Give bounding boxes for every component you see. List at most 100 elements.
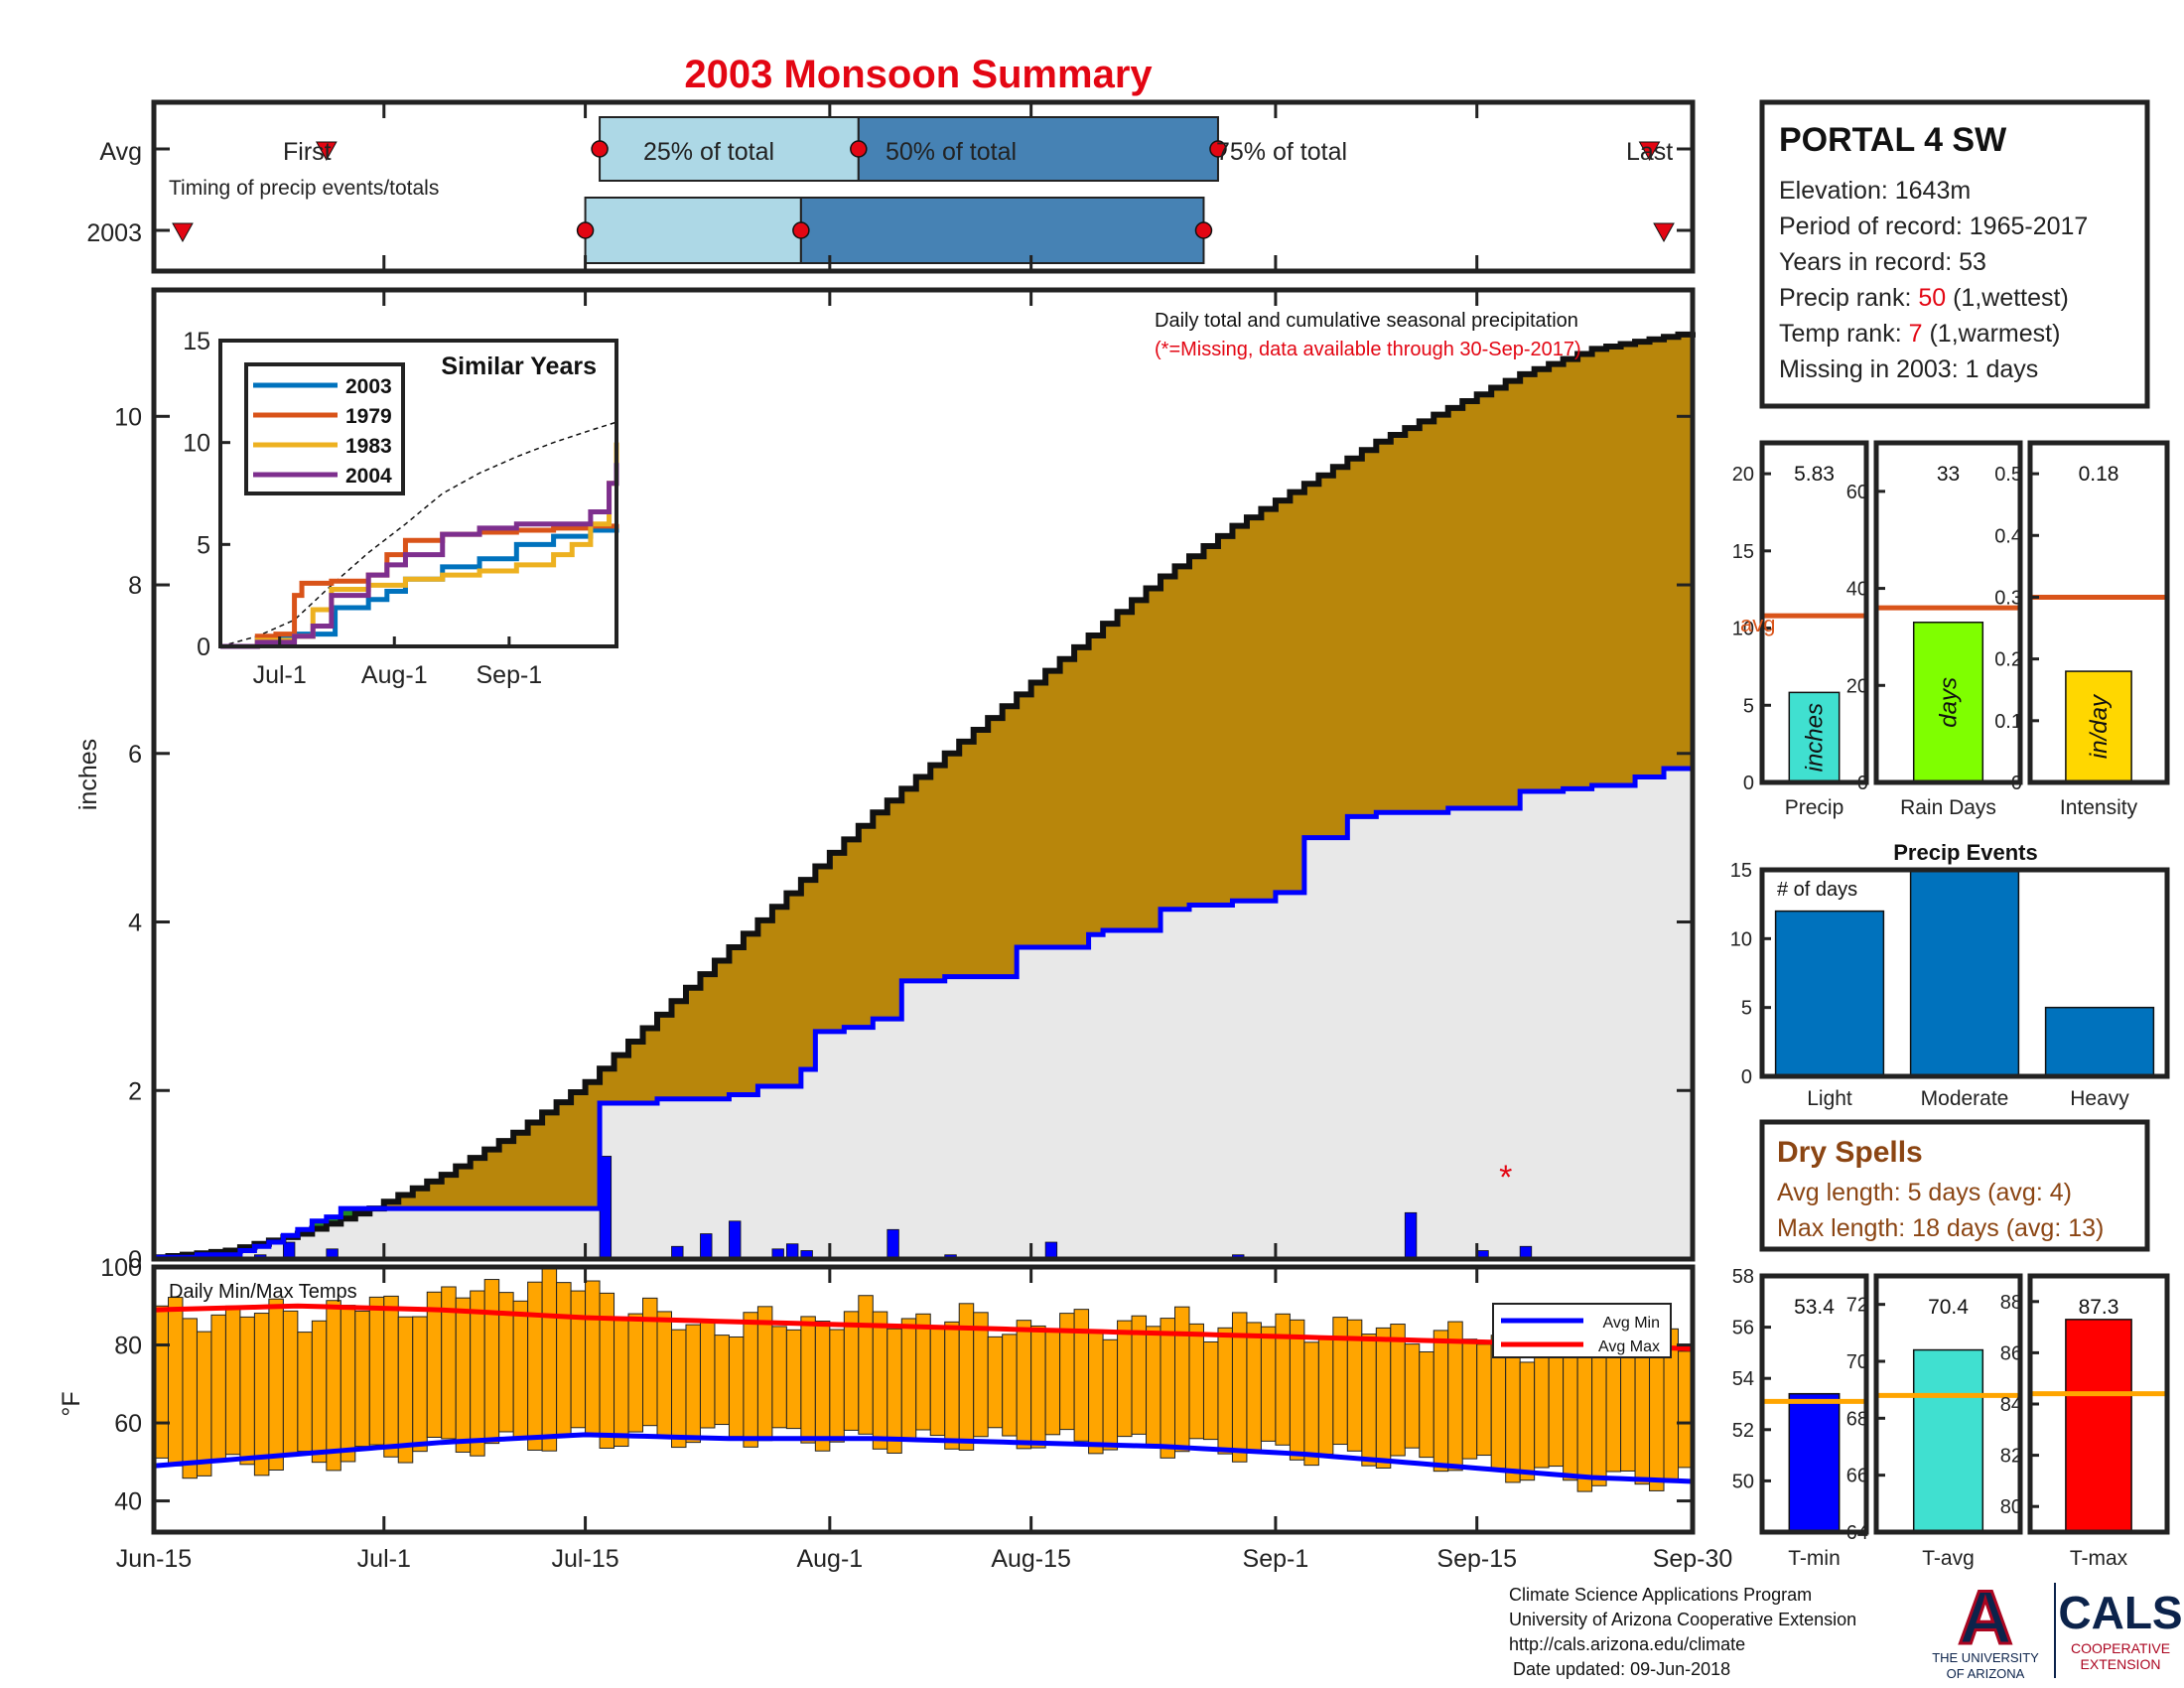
- daily-temp-bar: [340, 1305, 356, 1463]
- tmax-label: T-max: [2070, 1547, 2128, 1570]
- station-temp-rank: Temp rank: 7 (1,warmest): [1779, 320, 2060, 348]
- daily-temp-bar: [297, 1332, 313, 1453]
- daily-temp-bar: [512, 1300, 529, 1438]
- precip-events-frame: [1759, 867, 2170, 1079]
- x-tick-label: Sep-30: [1653, 1545, 1733, 1573]
- daily-temp-bar: [1246, 1322, 1262, 1454]
- cals-logo: CALS COOPERATIVE EXTENSION: [2058, 1587, 2182, 1672]
- event-tick-label: 0: [1741, 1066, 1752, 1088]
- event-label-heavy: Heavy: [2070, 1087, 2129, 1110]
- intensity-tick-label: 0.2: [1994, 649, 2022, 671]
- tmax-tick-label: 86: [2000, 1342, 2022, 1364]
- timing-quantile-marker: [576, 221, 595, 239]
- precip-label: Precip: [1785, 796, 1844, 819]
- station-frame: [1759, 99, 2150, 409]
- daily-temp-bar: [1117, 1320, 1133, 1438]
- footer-line-4: Date updated: 09-Jun-2018: [1513, 1659, 1730, 1679]
- daily-temp-bar: [843, 1311, 860, 1431]
- daily-temp-bar: [1317, 1337, 1334, 1456]
- daily-temp-bar: [1461, 1338, 1478, 1460]
- above-avg-fill: [341, 1208, 355, 1219]
- similar-years-legend-entries: 2003 1979 1983 2004: [253, 375, 392, 488]
- tavg-tick-label: 64: [1846, 1522, 1868, 1544]
- daily-temp-bar: [800, 1316, 816, 1444]
- daily-temp-bar: [1160, 1318, 1176, 1459]
- tmax-bar: [2065, 1319, 2132, 1533]
- stat-bars: 0 5 10 15 20 5.83 Precip inches avg 0 20 40 60 33 Rain…: [1732, 440, 2170, 1570]
- legend-label-2004: 2004: [345, 465, 392, 488]
- daily-temp-bar: [1361, 1334, 1377, 1467]
- tavg-tick-label: 68: [1846, 1408, 1868, 1430]
- daily-temp-bar: [210, 1314, 226, 1463]
- tmin-tick-label: 54: [1732, 1368, 1754, 1390]
- precip-events-title: Precip Events: [1893, 840, 2038, 865]
- daily-temp-bar: [182, 1318, 198, 1479]
- daily-temp-bar: [412, 1316, 428, 1453]
- daily-temp-bar: [1174, 1306, 1190, 1453]
- daily-temp-bar: [268, 1298, 284, 1472]
- tavg-frame: [1873, 1273, 2023, 1535]
- daily-temp-bar: [1433, 1330, 1449, 1473]
- missing-day-marker: *: [1499, 1159, 1512, 1196]
- daily-temp-bar: [1217, 1327, 1233, 1455]
- daily-temp-bar: [1016, 1320, 1032, 1450]
- station-name: PORTAL 4 SW: [1779, 121, 2007, 159]
- event-label-moderate: Moderate: [1921, 1087, 2009, 1110]
- daily-temp-bar: [1260, 1326, 1277, 1442]
- daily-temp-bar: [1576, 1345, 1593, 1492]
- daily-temp-bar: [1534, 1344, 1550, 1469]
- legend-label-1983: 1983: [345, 435, 392, 458]
- daily-temp-bar: [239, 1316, 255, 1466]
- x-tick-label: Jun-15: [116, 1545, 192, 1573]
- daily-temp-bar: [1088, 1332, 1104, 1455]
- daily-temp-bar: [1634, 1348, 1651, 1485]
- main-y-tick-label: 10: [114, 403, 142, 431]
- tavg-label: T-avg: [1922, 1547, 1975, 1570]
- daily-temp-bar: [224, 1305, 241, 1456]
- timing-first-last-marker: [1638, 141, 1661, 162]
- event-bar-heavy: [2044, 1006, 2155, 1077]
- main-precip-panel: 0 2 4 6 8 10 inches Daily total and cumulativ…: [74, 287, 1696, 1274]
- daily-precip-bar: [282, 1241, 296, 1260]
- daily-temp-bar: [743, 1312, 758, 1448]
- tmin-label: T-min: [1788, 1547, 1841, 1570]
- rain-days-label: Rain Days: [1900, 796, 1996, 819]
- daily-temp-bar: [527, 1281, 543, 1451]
- daily-temp-bar: [973, 1312, 989, 1438]
- event-bar-moderate: [1909, 869, 2020, 1077]
- timing-quantile-marker: [1194, 221, 1213, 239]
- timing-first-last-marker: [172, 222, 194, 243]
- daily-temp-bar: [1102, 1338, 1119, 1451]
- avg-cumulative-line: [154, 331, 1696, 1261]
- precip-tick-label: 5: [1743, 695, 1754, 717]
- ua-logo-letter: A: [1959, 1576, 2013, 1660]
- rain-days-unit: days: [1936, 677, 1963, 728]
- daily-temp-bar: [872, 1311, 888, 1450]
- main-y-tick-label: 4: [128, 910, 142, 937]
- daily-temp-bar: [1404, 1343, 1421, 1449]
- tmax-tick-label: 84: [2000, 1394, 2022, 1416]
- daily-temp-bar: [455, 1297, 472, 1453]
- timing-box-q2: [799, 197, 1205, 264]
- daily-temp-bar: [196, 1331, 212, 1477]
- precip-events-panel: Precip Events Light Moderate Heavy 0 5 10 15 #…: [1730, 840, 2170, 1110]
- tavg-tick-label: 66: [1846, 1466, 1868, 1487]
- daily-temp-bar: [585, 1280, 601, 1437]
- timing-boxes: [154, 116, 1693, 264]
- daily-temp-bar: [1476, 1343, 1492, 1457]
- similar-years-avg-line: [219, 421, 617, 647]
- rain-days-bar: [1912, 622, 1984, 783]
- timing-last-label: Last: [1626, 138, 1673, 166]
- daily-temp-bar: [383, 1295, 399, 1458]
- timing-pct-50: 50% of total: [886, 138, 1017, 166]
- inset-y-tick-label: 10: [183, 430, 210, 458]
- rain-days-tick-label: 20: [1846, 675, 1868, 697]
- tavg-bar: [1912, 1348, 1984, 1533]
- precip-rank-value: 50: [1918, 284, 1946, 312]
- tmax-tick-label: 82: [2000, 1446, 2022, 1468]
- daily-temp-bar: [1519, 1361, 1536, 1481]
- daily-temp-bar: [1002, 1334, 1018, 1437]
- timing-note: Timing of precip events/totals: [169, 177, 439, 200]
- event-tick-label: 10: [1730, 928, 1752, 950]
- inset-x-tick-label: Aug-1: [361, 661, 428, 689]
